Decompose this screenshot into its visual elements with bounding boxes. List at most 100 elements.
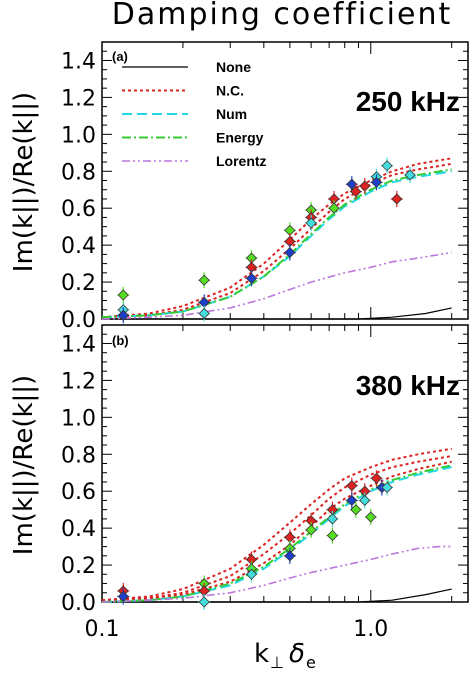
y-tick-label: 0.4 (61, 517, 96, 542)
panel-label: (a) (112, 49, 128, 64)
legend-label-num: Num (216, 106, 247, 122)
y-tick-label: 1.0 (61, 123, 96, 148)
data-marker (346, 480, 358, 492)
data-marker (365, 511, 377, 523)
data-point (370, 174, 383, 191)
data-point (198, 272, 211, 289)
tick-layer: 0.0 0.2 0.4 0.6 0.8 1.0 1.2 1.4 (61, 41, 468, 333)
series-line-energy (101, 464, 452, 603)
data-point (358, 178, 371, 195)
marker-layer (117, 157, 417, 324)
x-axis-label-k: k (254, 639, 269, 669)
data-marker (284, 246, 296, 259)
data-marker (326, 529, 338, 542)
legend: None N.C. Num Energy Lorentz (122, 59, 267, 169)
figure-title: Damping coefficient (112, 0, 453, 32)
data-point (245, 566, 258, 583)
data-marker (404, 169, 416, 181)
data-marker (391, 193, 403, 205)
data-marker (326, 513, 338, 525)
marker-layer (117, 470, 394, 610)
y-tick-label: 1.2 (61, 369, 96, 394)
panel-label: (b) (112, 333, 129, 348)
data-point (349, 183, 362, 200)
data-marker (245, 568, 258, 580)
y-axis-label: Im(k||)/Re(k||) (9, 375, 39, 555)
data-marker (359, 180, 371, 192)
data-point (305, 521, 318, 538)
data-point (358, 492, 371, 509)
x-axis-label-e: e (306, 653, 316, 672)
data-marker (198, 307, 210, 320)
y-tick-label: 1.2 (61, 86, 96, 111)
data-point (345, 477, 358, 494)
y-tick-label: 0.8 (61, 160, 96, 185)
legend-label-lorentz: Lorentz (216, 153, 267, 169)
legend-label-nc: N.C. (216, 83, 244, 99)
legend-label-none: None (216, 59, 251, 75)
series-line-lorentz (101, 251, 452, 320)
data-point (283, 244, 296, 261)
data-marker (117, 309, 129, 321)
data-point (328, 200, 341, 217)
data-point (326, 527, 339, 544)
series-line-none (102, 588, 452, 603)
x-axis-label-delta: δ (289, 639, 305, 669)
data-point (117, 588, 130, 605)
frequency-label: 250 kHz (356, 86, 460, 117)
series-layer (101, 157, 452, 320)
data-point (381, 157, 394, 174)
data-point (198, 305, 211, 322)
data-marker (381, 481, 393, 494)
data-point (390, 190, 403, 207)
data-point (381, 479, 394, 496)
series-line-nc (101, 162, 452, 319)
frequency-label: 380 kHz (356, 370, 460, 401)
x-axis-label: k ⊥ δ e (254, 639, 316, 672)
data-marker (305, 524, 317, 536)
data-point (283, 547, 296, 564)
data-point (326, 510, 339, 527)
data-marker (359, 494, 371, 506)
y-tick-label: 1.4 (61, 49, 96, 74)
data-marker (245, 272, 258, 284)
data-point (345, 492, 358, 509)
data-point (305, 214, 318, 231)
data-marker (117, 289, 129, 301)
x-tick-label: 0.1 (85, 617, 120, 642)
data-marker (198, 596, 210, 608)
data-marker (328, 202, 340, 214)
y-tick-label: 0.8 (61, 443, 96, 468)
data-marker (346, 178, 358, 190)
series-line-lorentz (101, 545, 452, 603)
data-marker (305, 217, 317, 229)
tick-layer: 0.0 0.2 0.4 0.6 0.8 1.0 1.2 1.4 0.1 1.0 (61, 324, 468, 642)
data-marker (370, 176, 383, 188)
data-point (283, 529, 296, 546)
x-axis-label-perp: ⊥ (270, 653, 284, 672)
series-line-num (101, 170, 452, 319)
data-marker (370, 472, 383, 484)
y-tick-label: 0.6 (61, 197, 96, 222)
plot-frame (101, 41, 469, 320)
data-marker (198, 274, 210, 286)
panel-b: 0.0 0.2 0.4 0.6 0.8 1.0 1.2 1.4 0.1 1.0 (b) 380 k… (9, 324, 469, 642)
series-line-none (102, 307, 452, 320)
y-tick-label: 0.2 (61, 554, 96, 579)
y-axis-label: Im(k||)/Re(k||) (9, 92, 39, 272)
series-line-nc (101, 460, 452, 602)
data-point (245, 270, 258, 287)
y-tick-label: 1.0 (61, 406, 96, 431)
data-marker (350, 504, 362, 516)
data-point (364, 509, 377, 526)
data-marker (350, 186, 362, 198)
panel-a: 0.0 0.2 0.4 0.6 0.8 1.0 1.2 1.4 (a) 250 kHz Non… (9, 41, 469, 333)
y-tick-label: 0.0 (61, 308, 96, 333)
data-marker (346, 494, 358, 506)
series-line-nc (101, 157, 452, 319)
legend-label-energy: Energy (216, 130, 264, 146)
y-tick-label: 1.4 (61, 332, 96, 357)
data-point (117, 307, 130, 324)
data-point (404, 166, 417, 183)
